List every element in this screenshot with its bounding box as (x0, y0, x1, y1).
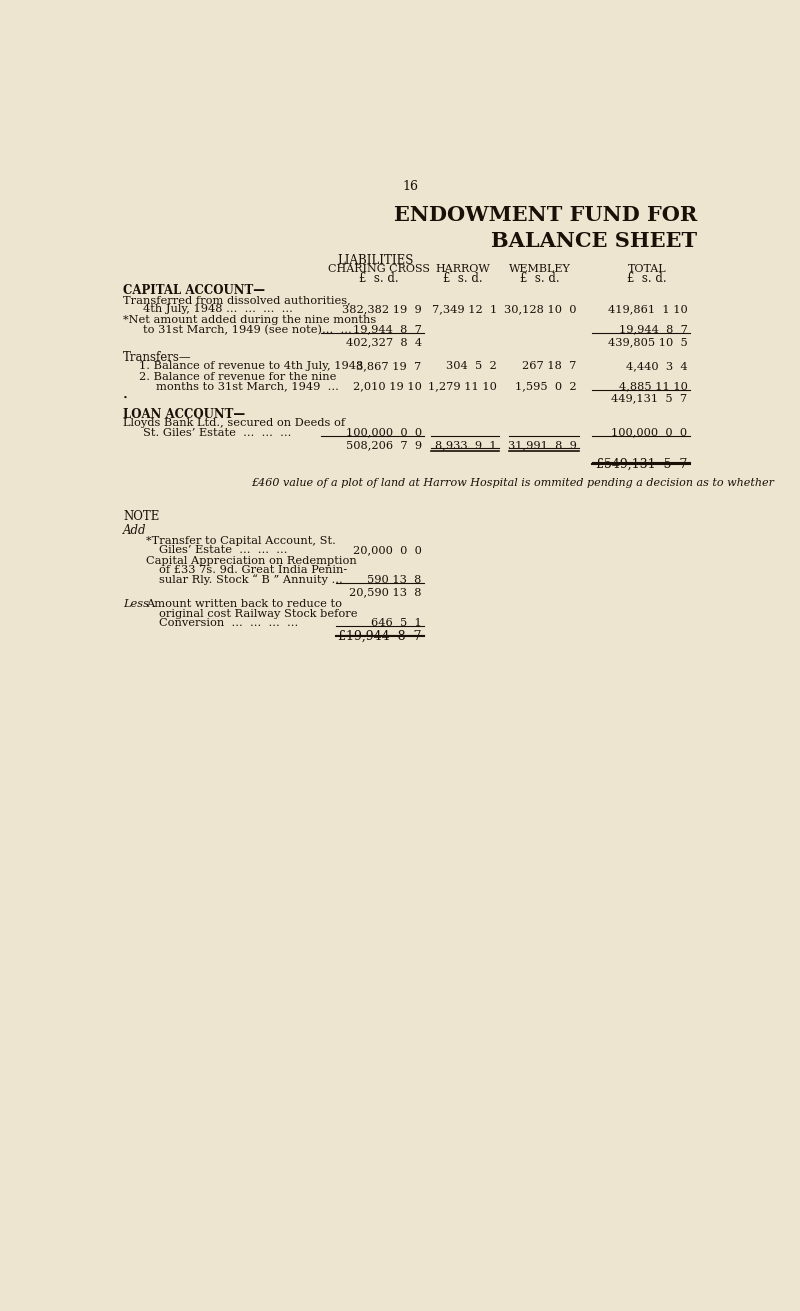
Text: 4,440  3  4: 4,440 3 4 (626, 362, 687, 371)
Text: 1,279 11 10: 1,279 11 10 (428, 382, 497, 392)
Text: 20,000  0  0: 20,000 0 0 (353, 545, 422, 556)
Text: 1,595  0  2: 1,595 0 2 (515, 382, 577, 392)
Text: BALANCE SHEET: BALANCE SHEET (490, 231, 697, 252)
Text: 4th July, 1948 ...  ...  ...  ...: 4th July, 1948 ... ... ... ... (142, 304, 293, 315)
Text: CHARING CROSS: CHARING CROSS (328, 264, 430, 274)
Text: Capital Appreciation on Redemption: Capital Appreciation on Redemption (146, 556, 358, 566)
Text: 382,382 19  9: 382,382 19 9 (342, 304, 422, 315)
Text: CAPITAL ACCOUNT—: CAPITAL ACCOUNT— (123, 284, 266, 298)
Text: Lloyds Bank Ltd., secured on Deeds of: Lloyds Bank Ltd., secured on Deeds of (123, 418, 346, 429)
Text: 2,010 19 10: 2,010 19 10 (353, 382, 422, 392)
Text: 1. Balance of revenue to 4th July, 1948: 1. Balance of revenue to 4th July, 1948 (138, 362, 363, 371)
Text: 30,128 10  0: 30,128 10 0 (504, 304, 577, 315)
Text: St. Giles’ Estate  ...  ...  ...: St. Giles’ Estate ... ... ... (142, 427, 291, 438)
Text: 304  5  2: 304 5 2 (446, 362, 497, 371)
Text: Transfers—: Transfers— (123, 350, 192, 363)
Text: TOTAL: TOTAL (628, 264, 666, 274)
Text: NOTE: NOTE (123, 510, 160, 523)
Text: of £33 7s. 9d. Great India Penin­: of £33 7s. 9d. Great India Penin­ (159, 565, 347, 576)
Text: ENDOWMENT FUND FOR: ENDOWMENT FUND FOR (394, 205, 697, 225)
Text: 419,861  1 10: 419,861 1 10 (608, 304, 687, 315)
Text: £549,131  5  7: £549,131 5 7 (596, 458, 687, 471)
Text: 449,131  5  7: 449,131 5 7 (611, 393, 687, 404)
Text: original cost Railway Stock before: original cost Railway Stock before (159, 608, 358, 619)
Text: £460 value of a plot of land at Harrow Hospital is ommited pending a decision as: £460 value of a plot of land at Harrow H… (251, 477, 774, 488)
Text: £  s. d.: £ s. d. (359, 273, 399, 284)
Text: Transferred from dissolved authorities,: Transferred from dissolved authorities, (123, 295, 351, 305)
Text: 4,885 11 10: 4,885 11 10 (618, 382, 687, 392)
Text: 508,206  7  9: 508,206 7 9 (346, 440, 422, 450)
Text: *Net amount added during the nine months: *Net amount added during the nine months (123, 315, 377, 325)
Text: LIABILITIES: LIABILITIES (337, 254, 414, 267)
Text: HARROW: HARROW (435, 264, 490, 274)
Text: Less: Less (123, 599, 150, 610)
Text: 8,933  9  1: 8,933 9 1 (435, 440, 497, 450)
Text: Giles’ Estate  ...  ...  ...: Giles’ Estate ... ... ... (159, 545, 287, 556)
Text: Amount written back to reduce to: Amount written back to reduce to (146, 599, 342, 610)
Text: 100,000  0  0: 100,000 0 0 (346, 427, 422, 438)
Text: 16: 16 (402, 181, 418, 194)
Text: LOAN ACCOUNT—: LOAN ACCOUNT— (123, 408, 246, 421)
Text: £19,944  8  7: £19,944 8 7 (338, 631, 422, 644)
Text: sular Rly. Stock “ B ” Annuity ...: sular Rly. Stock “ B ” Annuity ... (159, 574, 342, 586)
Text: 19,944  8  7: 19,944 8 7 (353, 324, 422, 334)
Text: £  s. d.: £ s. d. (627, 273, 667, 284)
Text: *Transfer to Capital Account, St.: *Transfer to Capital Account, St. (146, 536, 336, 547)
Text: Conversion  ...  ...  ...  ...: Conversion ... ... ... ... (159, 617, 298, 628)
Text: Add: Add (123, 524, 146, 536)
Text: 646  5  1: 646 5 1 (371, 617, 422, 628)
Text: £  s. d.: £ s. d. (520, 273, 560, 284)
Text: 402,327  8  4: 402,327 8 4 (346, 337, 422, 346)
Text: 31,991  8  9: 31,991 8 9 (508, 440, 577, 450)
Text: •: • (123, 393, 128, 401)
Text: 2. Balance of revenue for the nine: 2. Balance of revenue for the nine (138, 372, 336, 382)
Text: months to 31st March, 1949  ...: months to 31st March, 1949 ... (156, 382, 338, 392)
Text: 20,590 13  8: 20,590 13 8 (349, 587, 422, 597)
Text: 3,867 19  7: 3,867 19 7 (356, 362, 422, 371)
Text: 7,349 12  1: 7,349 12 1 (431, 304, 497, 315)
Text: 590 13  8: 590 13 8 (367, 574, 422, 585)
Text: 19,944  8  7: 19,944 8 7 (618, 324, 687, 334)
Text: £  s. d.: £ s. d. (443, 273, 482, 284)
Text: 439,805 10  5: 439,805 10 5 (608, 337, 687, 346)
Text: 100,000  0  0: 100,000 0 0 (611, 427, 687, 438)
Text: WEMBLEY: WEMBLEY (510, 264, 571, 274)
Text: to 31st March, 1949 (see note)...  ...: to 31st March, 1949 (see note)... ... (142, 324, 351, 334)
Text: 267 18  7: 267 18 7 (522, 362, 577, 371)
